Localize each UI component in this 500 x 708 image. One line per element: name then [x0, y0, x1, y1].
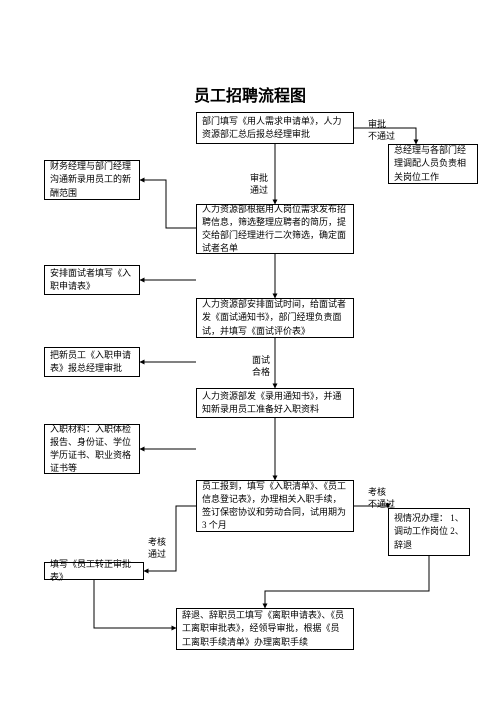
node-dept-request: 部门填写《用人需求申请单》，人力资源部汇总后报总经理审批 [196, 112, 354, 144]
node-materials: 入职材料：入职体检报告、身份证、学位学历证书、职业资格证书等 [44, 424, 140, 474]
node-situation: 视情况办理： 1、调动工作岗位 2、辞退 [388, 508, 470, 556]
label-assess-fail: 考核 不通过 [368, 486, 395, 510]
flowchart-canvas: 员工招聘流程图 部门填写《用人需求申请单》，人力资源部汇总后报总经理审批 总经理… [0, 0, 500, 708]
label-approve-pass: 审批 通过 [250, 172, 268, 196]
label-approve-reject: 审批 不通过 [368, 118, 395, 142]
node-onboard: 员工报到，填写《入职清单》、《员工信息登记表》，办理相关入职手续，签订保密协议和… [196, 480, 354, 532]
chart-title: 员工招聘流程图 [0, 82, 500, 106]
node-hr-publish: 人力资源部根据用人岗位需求发布招聘信息，筛选整理应聘者的简历，提交给部门经理进行… [196, 204, 354, 254]
node-offer: 人力资源部发《录用通知书》，并通知新录用员工准备好入职资料 [196, 388, 354, 418]
node-regularization: 填写《员工转正审批表》 [44, 562, 144, 580]
node-interview: 人力资源部安排面试时间，给面试者发《面试通知书》，部门经理负责面试，并填写《面试… [196, 298, 354, 338]
node-approve-entry: 把新员工《入职申请表》报总经理审批 [44, 347, 140, 377]
label-assess-pass: 考核 通过 [148, 536, 166, 560]
node-arrange-form: 安排面试者填写《入职申请表》 [44, 265, 140, 295]
label-interview-pass: 面试 合格 [252, 354, 270, 378]
node-gm-reassign: 总经理与各部门经理调配人员负责相关岗位工作 [388, 144, 478, 184]
node-resign: 辞退、辞职员工填写《离职申请表》、《员工离职审批表》，经领导审批，根据《员工离职… [176, 608, 354, 650]
node-salary-range: 财务经理与部门经理沟通新录用员工的新酬范围 [44, 160, 140, 200]
